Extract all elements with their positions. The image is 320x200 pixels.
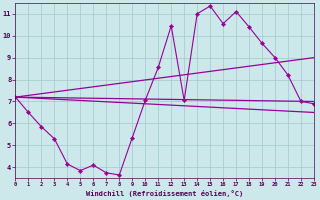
X-axis label: Windchill (Refroidissement éolien,°C): Windchill (Refroidissement éolien,°C) [86,190,243,197]
